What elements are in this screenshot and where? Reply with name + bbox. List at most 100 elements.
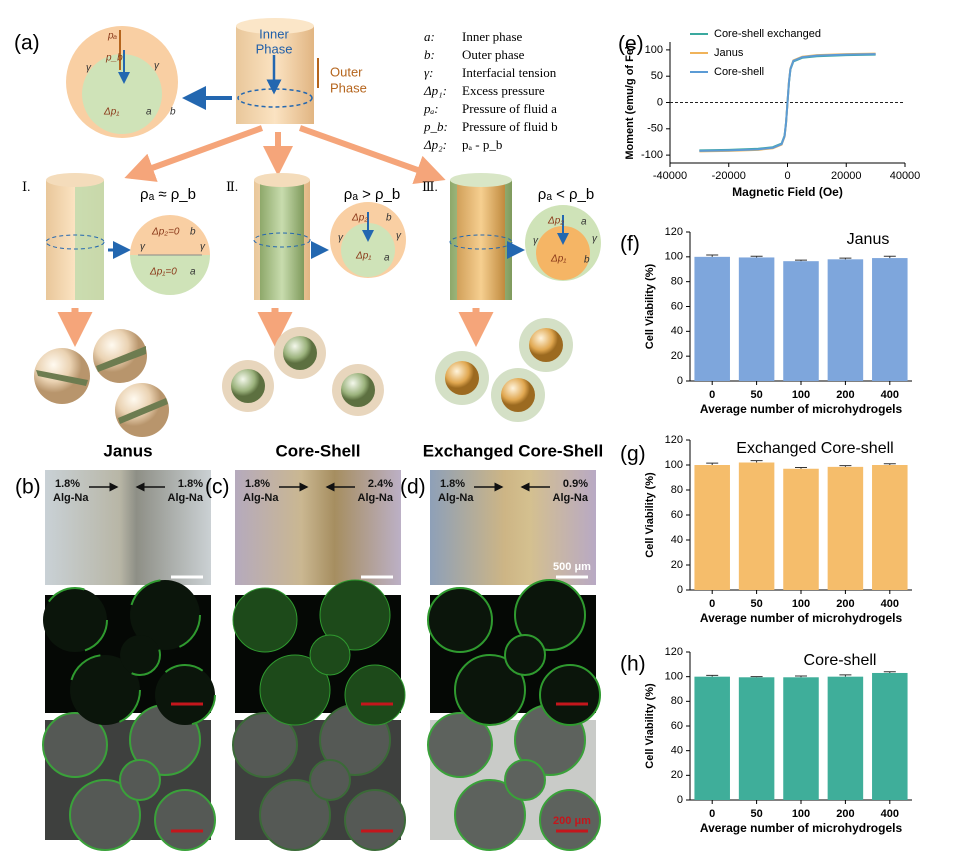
- droplet: [69, 654, 141, 726]
- panel-label: (g): [620, 443, 646, 466]
- glossary-symbol: a:: [424, 29, 435, 44]
- y-tick-label: 40: [671, 534, 683, 546]
- droplet: [454, 654, 526, 726]
- droplet: [259, 654, 331, 726]
- bar: [827, 466, 864, 590]
- x-axis-label: Average number of microhydrogels: [700, 402, 903, 416]
- cylinder-core: [260, 184, 304, 300]
- droplet: [344, 789, 406, 851]
- concentration: 1.8%: [55, 478, 80, 490]
- legend-label: Core-shell: [714, 66, 764, 78]
- droplet-a: [536, 226, 590, 280]
- section: [253, 232, 311, 248]
- y-tick-label: 20: [671, 769, 683, 781]
- x-tick-label: -40000: [653, 170, 687, 182]
- error-bar: [750, 676, 763, 678]
- column-title: Janus: [103, 441, 152, 460]
- y-tick-label: 120: [665, 646, 683, 658]
- inner-phase: Inner: [259, 26, 289, 41]
- section: [237, 88, 313, 108]
- droplet: [69, 779, 141, 851]
- spheres: [34, 318, 573, 437]
- y-tick-label: 0: [677, 375, 683, 387]
- y-tick-label: 0: [657, 96, 663, 108]
- case-condition: ρₐ > ρ_b: [344, 186, 400, 203]
- y-tick-label: -50: [647, 123, 663, 135]
- label: p_b: [105, 53, 123, 64]
- y-tick-label: 0: [677, 584, 683, 596]
- case-condition: ρₐ < ρ_b: [538, 186, 594, 203]
- error-bar: [883, 255, 896, 259]
- error-bar: [750, 460, 763, 463]
- x-tick-label: 100: [792, 389, 810, 401]
- droplet-a: [130, 255, 210, 295]
- label: γ: [86, 63, 92, 74]
- case-label: Δp₂: [351, 213, 368, 224]
- x-tick-label: 400: [881, 808, 899, 820]
- droplet: [319, 579, 391, 651]
- case-label: a: [190, 267, 196, 278]
- bar: [827, 259, 864, 381]
- case-label: b: [584, 255, 590, 266]
- panel-label: (d): [400, 476, 426, 499]
- case-label: γ: [592, 234, 598, 245]
- x-tick-label: 50: [750, 389, 762, 401]
- column-title: Exchanged Core-Shell: [423, 441, 603, 460]
- y-tick-label: 60: [671, 300, 683, 312]
- column-title: Core-Shell: [275, 441, 360, 460]
- x-tick-label: 0: [709, 389, 715, 401]
- x-tick-label: 20000: [831, 170, 862, 182]
- bar: [738, 462, 775, 590]
- bar: [694, 465, 730, 590]
- panel-label: (e): [618, 33, 644, 56]
- brightfield-image: [235, 470, 401, 585]
- y-tick-label: 40: [671, 325, 683, 337]
- droplet: [42, 587, 108, 653]
- droplet: [514, 579, 586, 651]
- error-bar: [795, 675, 807, 678]
- droplet: [309, 634, 351, 676]
- glossary-symbol: Δp₁:: [423, 83, 447, 98]
- error-bar: [706, 254, 719, 257]
- droplet-b: [130, 215, 210, 255]
- legend-label: Janus: [714, 47, 744, 59]
- panel-label: (a): [14, 32, 40, 55]
- glossary-text: pₐ - p_b: [462, 137, 502, 152]
- chart-label: Exchanged Core-shell: [736, 440, 893, 457]
- bar: [872, 258, 908, 381]
- y-tick-label: 80: [671, 276, 683, 288]
- droplet: [154, 664, 216, 726]
- case-label: Δp₁: [355, 251, 371, 262]
- cylinder-top: [254, 173, 310, 187]
- panel-label: (f): [620, 233, 640, 256]
- x-tick-label: 0: [784, 170, 790, 182]
- case-label: b: [386, 213, 392, 224]
- glossary-symbol: Δp₂:: [423, 137, 447, 152]
- panel-label: (h): [620, 653, 646, 676]
- bar: [783, 261, 819, 381]
- outer-phase: Phase: [330, 80, 367, 95]
- error-bar: [839, 465, 852, 467]
- y-tick-label: 40: [671, 745, 683, 757]
- y-tick-label: 100: [665, 251, 683, 263]
- x-tick-label: 200: [836, 808, 854, 820]
- error-bar: [839, 674, 852, 677]
- droplet: [427, 587, 493, 653]
- glossary-symbol: γ:: [424, 65, 433, 80]
- x-axis-label: Magnetic Field (Oe): [732, 185, 843, 199]
- glossary-text: Pressure of fluid b: [462, 119, 558, 134]
- y-tick-label: 120: [665, 434, 683, 446]
- bar: [827, 676, 864, 800]
- droplet: [504, 759, 546, 801]
- label: Δp₁: [103, 107, 119, 118]
- y-tick-label: 120: [665, 226, 683, 238]
- bar: [872, 672, 908, 800]
- x-tick-label: 50: [750, 598, 762, 610]
- y-axis-label: Cell Viability (%): [644, 683, 656, 769]
- case-label: Δp₁=0: [149, 267, 177, 278]
- x-tick-label: 40000: [890, 170, 921, 182]
- y-tick-label: 20: [671, 559, 683, 571]
- concentration: Alg-Na: [168, 492, 204, 504]
- case-numeral: Ⅱ.: [226, 179, 238, 194]
